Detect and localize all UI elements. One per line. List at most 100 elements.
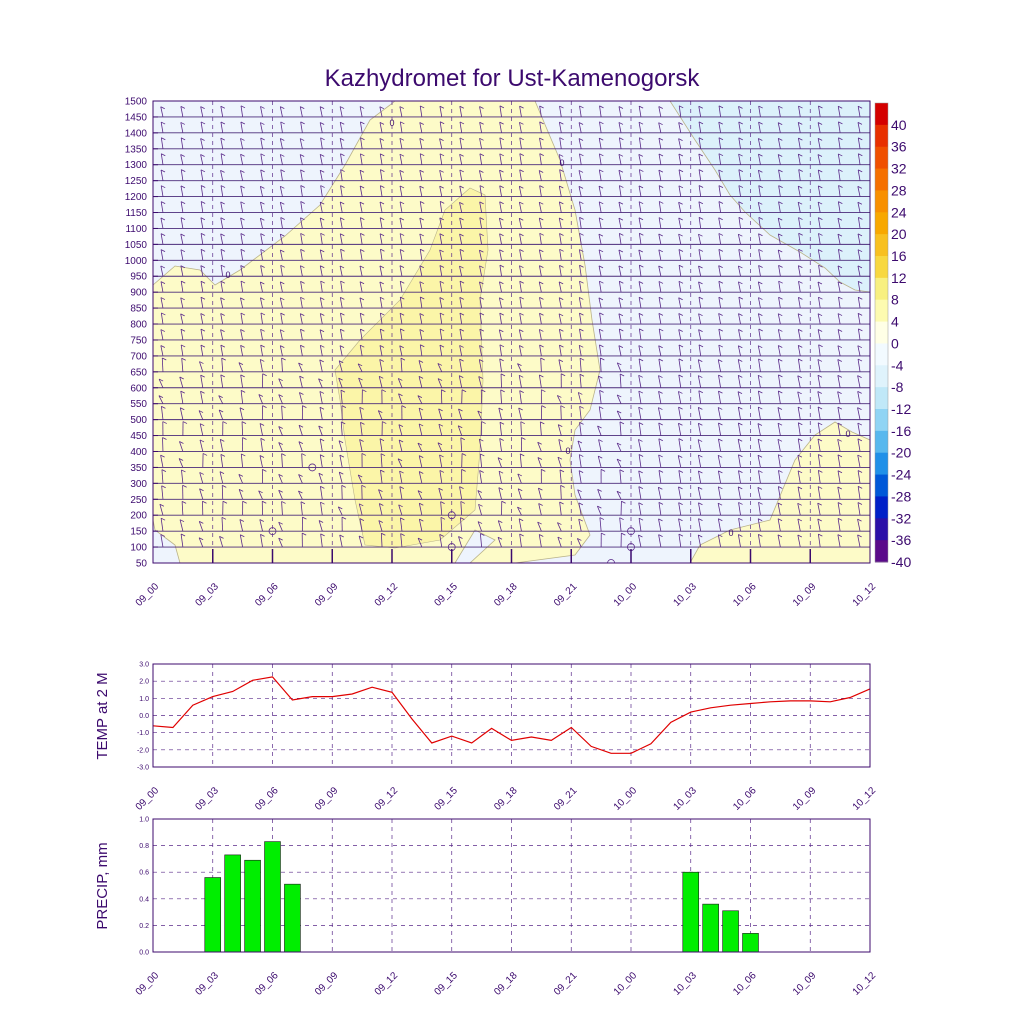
- time-tick-label: 09_18: [492, 581, 520, 609]
- colorbar-swatch: [875, 431, 888, 453]
- colorbar-swatch: [875, 190, 888, 212]
- wind-barb-flag: [759, 90, 763, 92]
- temperature-tick-label: 0.0: [139, 713, 149, 720]
- height-tick-label: 350: [130, 463, 147, 474]
- colorbar-swatch: [875, 147, 888, 169]
- wind-barb: [779, 90, 781, 101]
- time-tick-label: 10_03: [671, 970, 699, 998]
- wind-barb-flag: [739, 90, 743, 92]
- colorbar-label: -28: [891, 488, 911, 504]
- wind-barb: [241, 90, 243, 101]
- height-tick-label: 200: [130, 511, 147, 522]
- time-tick-label: 09_09: [313, 785, 341, 813]
- precip-tick-label: 0.6: [139, 870, 149, 877]
- colorbar-label: 40: [891, 117, 907, 133]
- height-tick-label: 300: [130, 479, 147, 490]
- height-tick-label: 550: [130, 399, 147, 410]
- wind-barb-flag: [699, 90, 703, 92]
- precip-tick-label: 0.8: [139, 843, 149, 850]
- time-tick-label: 09_06: [253, 581, 281, 609]
- height-tick-label: 1250: [125, 176, 148, 187]
- precip-bar: [683, 872, 699, 952]
- wind-barb-flag: [161, 91, 165, 93]
- time-tick-label: 09_15: [432, 970, 460, 998]
- temperature-tick-label: 2.0: [139, 679, 149, 686]
- time-tick-label: 10_00: [612, 970, 640, 998]
- colorbar-label: -4: [891, 357, 904, 373]
- colorbar-label: 8: [891, 292, 899, 308]
- wind-barb-flag: [280, 91, 284, 93]
- precip-tick-label: 1.0: [139, 817, 149, 824]
- colorbar-swatch: [875, 518, 888, 540]
- height-tick-label: 450: [130, 431, 147, 442]
- height-tick-label: 400: [130, 447, 147, 458]
- wind-barb-flag: [300, 91, 304, 93]
- precip-bar: [284, 884, 300, 952]
- wind-barb-flag: [818, 91, 822, 93]
- height-tick-label: 1350: [125, 144, 148, 155]
- precipitation-ylabel: PRECIP, mm: [94, 842, 111, 929]
- contour-label: 0: [728, 528, 733, 538]
- height-tick-label: 1050: [125, 240, 148, 251]
- wind-barb-flag: [221, 91, 225, 93]
- wind-barb-flag: [241, 90, 245, 92]
- time-tick-label: 09_21: [552, 970, 580, 998]
- colorbar-swatch: [875, 212, 888, 234]
- time-tick-label: 09_21: [552, 581, 580, 609]
- time-tick-label: 09_06: [253, 970, 281, 998]
- wind-barb: [181, 91, 183, 101]
- temperature-tick-label: -1.0: [137, 730, 149, 737]
- wind-barb: [501, 374, 502, 388]
- colorbar-label: -40: [891, 554, 911, 570]
- colorbar-label: -24: [891, 467, 911, 483]
- colorbar-swatch: [875, 365, 888, 387]
- height-tick-label: 850: [130, 304, 147, 315]
- colorbar-swatch: [875, 256, 888, 278]
- time-tick-label: 09_00: [134, 970, 162, 998]
- colorbar-swatch: [875, 125, 888, 147]
- wind-barb: [739, 90, 741, 101]
- temperature-tick-label: -3.0: [137, 765, 149, 772]
- colorbar-label: -16: [891, 423, 911, 439]
- wind-barb: [561, 406, 562, 420]
- colorbar-swatch: [875, 409, 888, 431]
- height-tick-label: 1150: [125, 208, 147, 219]
- colorbar-swatch: [875, 496, 888, 518]
- wind-barb: [221, 91, 223, 101]
- colorbar-swatch: [875, 300, 888, 322]
- colorbar-swatch: [875, 475, 888, 497]
- time-tick-label: 09_03: [193, 785, 221, 813]
- wind-barb: [659, 91, 661, 101]
- colorbar-label: 36: [891, 139, 907, 155]
- colorbar-label: 24: [891, 204, 907, 220]
- time-tick-label: 10_09: [791, 970, 819, 998]
- time-tick-label: 09_12: [373, 581, 401, 609]
- height-tick-label: 1500: [125, 97, 148, 108]
- height-tick-label: 700: [130, 351, 147, 362]
- colorbar-swatch: [875, 322, 888, 344]
- colorbar-label: 0: [891, 335, 899, 351]
- height-tick-label: 750: [130, 335, 147, 346]
- temperature-tick-label: 3.0: [139, 662, 149, 669]
- time-tick-label: 09_06: [253, 785, 281, 813]
- wind-barb-flag: [838, 90, 842, 92]
- wind-barb-flag: [799, 90, 803, 92]
- time-tick-label: 09_12: [373, 970, 401, 998]
- wind-barb: [400, 91, 402, 101]
- time-tick-label: 09_21: [552, 785, 580, 813]
- height-tick-label: 1300: [125, 160, 148, 171]
- colorbar-swatch: [875, 387, 888, 409]
- colorbar-swatch: [875, 453, 888, 475]
- colorbar-swatch: [875, 234, 888, 256]
- contour-label: 0: [565, 446, 570, 456]
- temperature-ylabel: TEMP at 2 M: [94, 672, 111, 759]
- precip-bar: [245, 860, 261, 952]
- height-tick-label: 500: [130, 415, 147, 426]
- temperature-colorbar: 4036322824201612840-4-8-12-16-20-24-28-3…: [875, 103, 911, 570]
- height-tick-label: 250: [130, 495, 147, 506]
- colorbar-swatch: [875, 540, 888, 562]
- height-tick-label: 1100: [125, 224, 147, 235]
- time-tick-label: 10_03: [671, 581, 699, 609]
